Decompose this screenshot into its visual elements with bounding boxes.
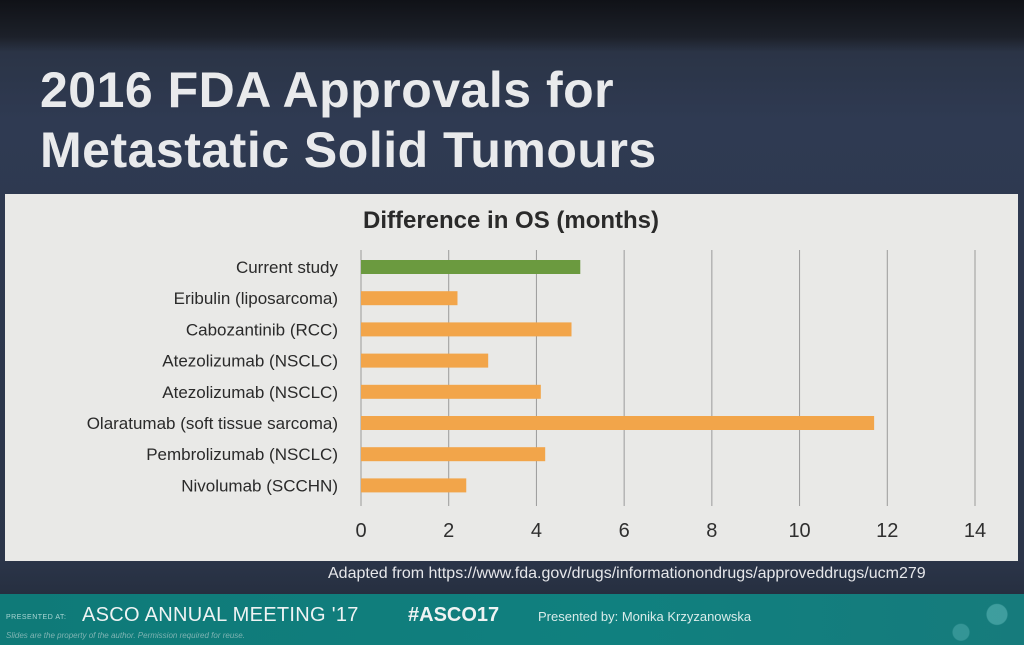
source-note: Adapted from https://www.fda.gov/drugs/i…	[328, 565, 926, 582]
bar	[361, 447, 546, 462]
meeting-hashtag: #ASCO17	[408, 604, 500, 626]
bar	[361, 353, 489, 368]
x-tick-label: 2	[443, 520, 454, 542]
os-difference-bar-chart: Difference in OS (months) 0 2 4 6 8 10 12 14 Curr…	[87, 207, 986, 542]
bar	[361, 322, 572, 337]
x-tick-label: 8	[706, 520, 717, 542]
meeting-name: ASCO ANNUAL MEETING '17	[82, 604, 359, 626]
presented-at-label: PRESENTED AT:	[6, 614, 67, 621]
bar-current-study	[361, 260, 581, 274]
x-tick-label: 14	[964, 520, 986, 542]
x-tick-label: 4	[531, 520, 542, 542]
bar	[361, 478, 467, 493]
chart-title: Difference in OS (months)	[363, 207, 659, 234]
bar	[361, 416, 875, 430]
bar	[361, 384, 541, 399]
category-label: Cabozantinib (RCC)	[186, 320, 338, 339]
slide-title-line-1: 2016 FDA Approvals for	[40, 62, 615, 118]
category-label: Olaratumab (soft tissue sarcoma)	[87, 414, 338, 433]
x-tick-label: 12	[876, 520, 898, 542]
category-label: Current study	[236, 258, 339, 277]
x-tick-label: 0	[355, 520, 366, 542]
x-tick-label: 10	[788, 520, 810, 542]
category-label: Eribulin (liposarcoma)	[174, 289, 338, 308]
x-tick-label: 6	[619, 520, 630, 542]
chart-panel: Difference in OS (months) 0 2 4 6 8 10 12 14 Curr…	[5, 194, 1018, 561]
screen-top-shadow	[0, 0, 1024, 52]
category-label: Nivolumab (SCCHN)	[181, 476, 338, 495]
category-label: Atezolizumab (NSCLC)	[162, 352, 338, 371]
slide-title-line-2: Metastatic Solid Tumours	[40, 122, 657, 178]
bar	[361, 291, 458, 306]
presenter-credit: Presented by: Monika Krzyzanowska	[538, 609, 752, 624]
category-label: Pembrolizumab (NSCLC)	[146, 445, 338, 464]
category-label: Atezolizumab (NSCLC)	[162, 383, 338, 402]
footer-bar	[0, 594, 1024, 645]
slide-title: 2016 FDA Approvals for Metastatic Solid …	[40, 60, 657, 180]
footer-disclaimer: Slides are the property of the author. P…	[6, 631, 245, 640]
